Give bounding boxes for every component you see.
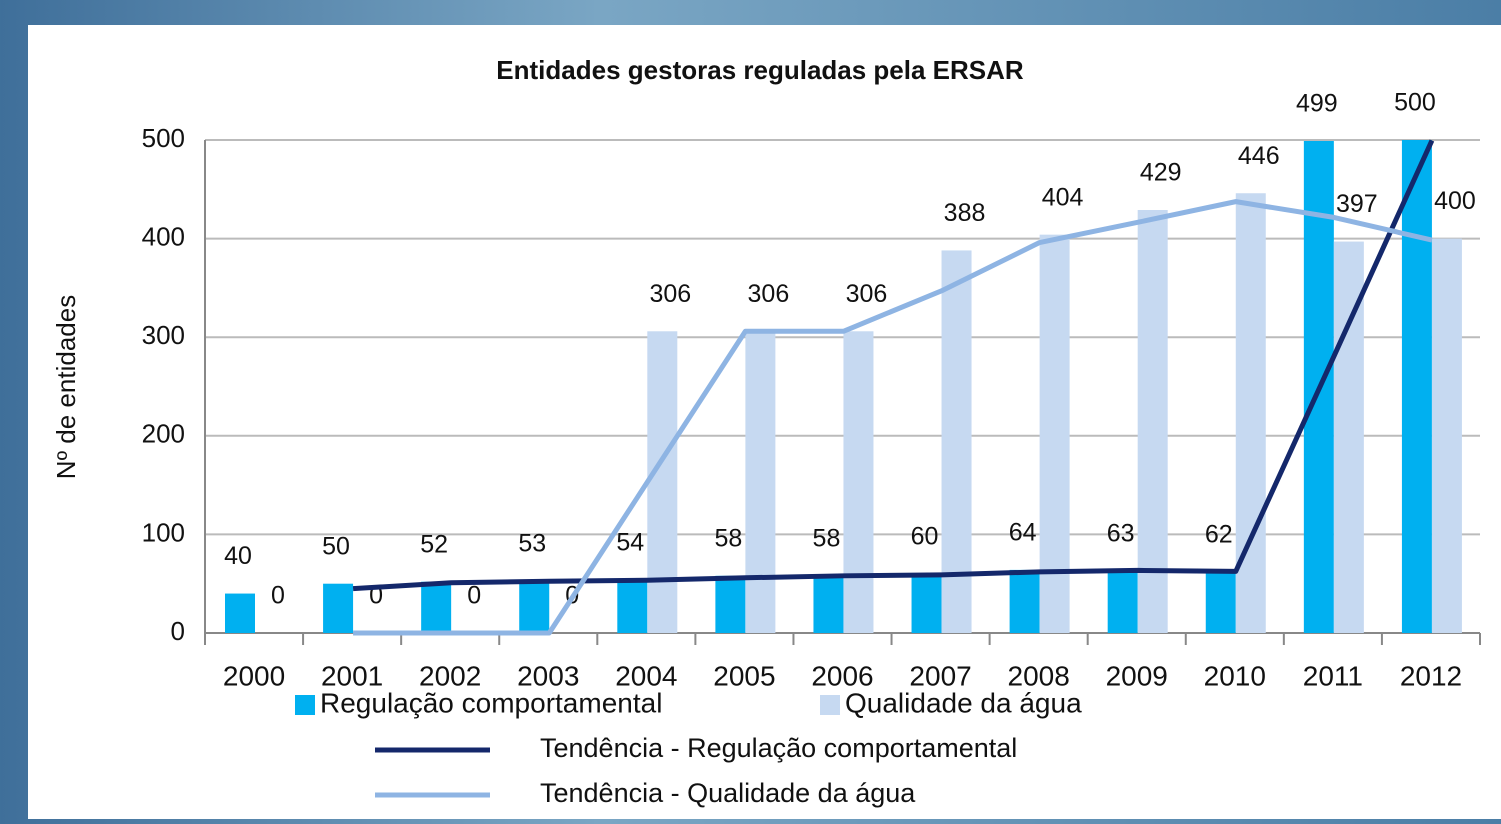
- bar: [843, 331, 873, 633]
- legend-label: Qualidade da água: [845, 687, 1082, 718]
- data-label: 40: [224, 542, 252, 570]
- data-label: 52: [420, 530, 448, 558]
- y-tick-label: 400: [142, 221, 185, 251]
- data-label: 306: [748, 280, 790, 308]
- data-label: 50: [322, 532, 350, 560]
- legend-swatch: [820, 695, 840, 715]
- data-label: 500: [1394, 89, 1436, 117]
- data-label: 388: [944, 199, 986, 227]
- bar: [225, 594, 255, 633]
- chart-title: Entidades gestoras reguladas pela ERSAR: [496, 55, 1024, 85]
- bar: [912, 574, 942, 633]
- data-label: 397: [1336, 190, 1378, 218]
- bar: [647, 331, 677, 633]
- data-label: 446: [1238, 142, 1280, 170]
- x-tick-label: 2000: [223, 660, 285, 691]
- data-label: 58: [714, 524, 742, 552]
- bar: [1206, 572, 1236, 633]
- bar: [813, 576, 843, 633]
- data-label: 62: [1205, 520, 1233, 548]
- data-label: 58: [813, 524, 841, 552]
- y-axis-label: Nº de entidades: [51, 295, 81, 479]
- bar: [745, 331, 775, 633]
- data-label: 64: [1009, 519, 1037, 547]
- legend-swatch: [295, 695, 315, 715]
- x-tick-label: 2009: [1106, 660, 1168, 691]
- data-label: 53: [518, 529, 546, 557]
- data-label: 306: [846, 280, 888, 308]
- data-label: 63: [1107, 519, 1135, 547]
- bar: [1010, 570, 1040, 633]
- data-label: 400: [1434, 187, 1476, 215]
- data-label: 0: [467, 582, 481, 610]
- legend-label: Regulação comportamental: [320, 687, 662, 718]
- x-tick-label: 2005: [713, 660, 775, 691]
- data-label: 0: [271, 582, 285, 610]
- y-tick-label: 0: [171, 616, 185, 646]
- data-label: 499: [1296, 90, 1338, 118]
- bar: [1108, 571, 1138, 633]
- chart: Entidades gestoras reguladas pela ERSAR …: [0, 0, 1501, 819]
- legend-label: Tendência - Regulação comportamental: [540, 733, 1017, 763]
- bar: [421, 582, 451, 633]
- y-tick-label: 500: [142, 123, 185, 153]
- bar: [715, 576, 745, 633]
- bar: [323, 584, 353, 633]
- bar: [519, 581, 549, 633]
- bar: [617, 580, 647, 633]
- y-tick-label: 200: [142, 419, 185, 449]
- x-tick-label: 2010: [1204, 660, 1266, 691]
- x-tick-label: 2012: [1400, 660, 1462, 691]
- legend-label: Tendência - Qualidade da água: [540, 778, 916, 808]
- y-tick-label: 300: [142, 320, 185, 350]
- data-label: 429: [1140, 159, 1182, 187]
- x-tick-label: 2011: [1303, 660, 1363, 691]
- y-tick-label: 100: [142, 517, 185, 547]
- bar: [1402, 140, 1432, 633]
- data-label: 54: [616, 528, 644, 556]
- bar: [1432, 239, 1462, 633]
- data-label: 60: [911, 522, 939, 550]
- data-label: 404: [1042, 183, 1084, 211]
- data-label: 306: [649, 280, 691, 308]
